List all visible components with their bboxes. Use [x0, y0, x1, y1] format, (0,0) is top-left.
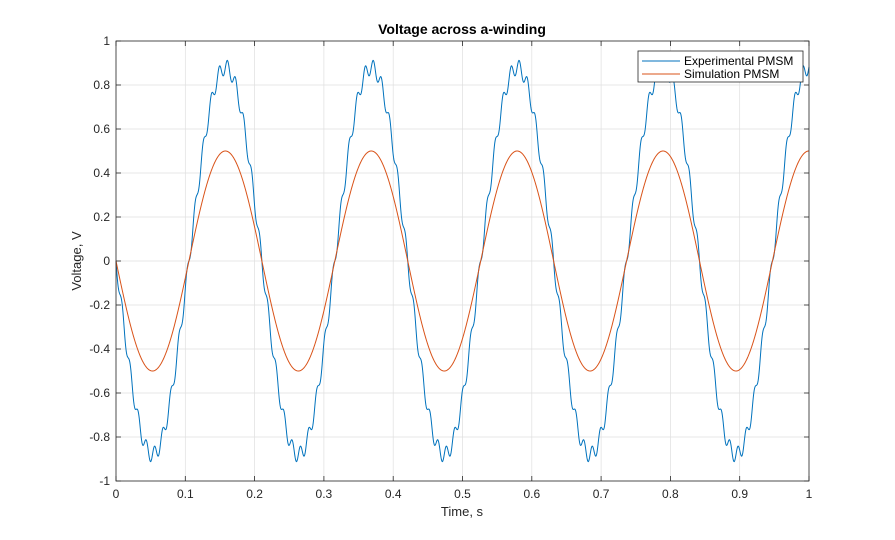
y-tick-label: 0.6 — [93, 122, 110, 136]
x-tick-label: 0.1 — [177, 487, 194, 501]
x-tick-label: 0.2 — [246, 487, 263, 501]
y-tick-label: 0 — [103, 254, 110, 268]
y-tick-label: -0.6 — [89, 386, 110, 400]
x-tick-label: 0.6 — [523, 487, 540, 501]
x-tick-label: 0 — [113, 487, 120, 501]
y-tick-label: -0.8 — [89, 430, 110, 444]
x-tick-label: 0.9 — [731, 487, 748, 501]
y-tick-label: 0.8 — [93, 78, 110, 92]
legend: Experimental PMSM Simulation PMSM — [637, 50, 804, 83]
tick-labels: 0 0.1 0.2 0.3 0.4 0.5 0.6 0.7 0.8 0.9 1 -1 -0.8 -0.6 -… — [89, 34, 812, 501]
legend-label-experimental: Experimental PMSM — [684, 54, 793, 68]
y-axis-label: Voltage, V — [69, 231, 84, 291]
series-line-experimental — [115, 59, 810, 463]
legend-box — [637, 50, 804, 83]
y-tick-label: -1 — [99, 474, 110, 488]
chart-title: Voltage across a-winding — [378, 21, 546, 37]
y-tick-label: -0.2 — [89, 298, 110, 312]
x-tick-label: 0.4 — [385, 487, 402, 501]
x-tick-label: 0.3 — [316, 487, 333, 501]
y-tick-label: 1 — [103, 34, 110, 48]
x-tick-label: 1 — [806, 487, 813, 501]
y-tick-label: -0.4 — [89, 342, 110, 356]
x-axis-label: Time, s — [441, 504, 484, 519]
y-tick-label: 0.2 — [93, 210, 110, 224]
x-tick-label: 0.5 — [454, 487, 471, 501]
legend-label-simulation: Simulation PMSM — [684, 67, 779, 81]
y-tick-label: 0.4 — [93, 166, 110, 180]
series-line-simulation — [115, 150, 810, 372]
series-lines — [115, 59, 810, 463]
x-tick-label: 0.7 — [593, 487, 610, 501]
x-tick-label: 0.8 — [662, 487, 679, 501]
